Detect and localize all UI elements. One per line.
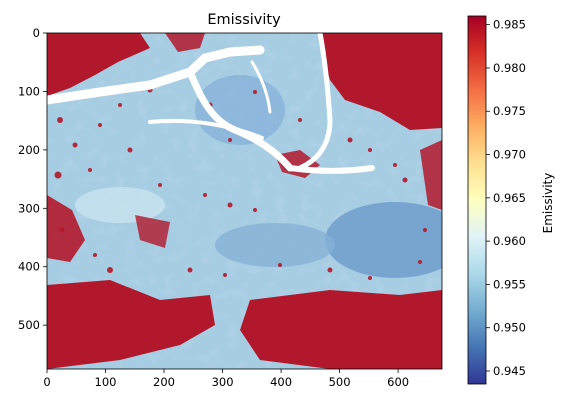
x-axis: 0 100 200 300 400 500 600 bbox=[43, 369, 409, 389]
colorbar-tick-label: 0.980 bbox=[493, 61, 526, 75]
x-tick-label: 0 bbox=[43, 375, 50, 389]
y-tick-label: 200 bbox=[18, 143, 40, 157]
colorbar-tick-label: 0.955 bbox=[493, 277, 526, 291]
colorbar-tick-label: 0.965 bbox=[493, 191, 526, 205]
x-tick-label: 600 bbox=[387, 375, 409, 389]
colorbar-ticks: 0.945 0.950 0.955 0.960 0.965 0.970 0.975 0.980… bbox=[486, 18, 526, 378]
colorbar-tick-label: 0.975 bbox=[493, 104, 526, 118]
x-tick-label: 100 bbox=[95, 375, 117, 389]
high-zone-right-edge bbox=[420, 140, 442, 210]
y-axis: 0 100 200 300 400 500 bbox=[18, 26, 47, 332]
high-zone-top-left bbox=[47, 33, 150, 96]
high-zone-top-right bbox=[322, 33, 442, 130]
x-tick-label: 400 bbox=[270, 375, 292, 389]
high-zone-mid-center bbox=[135, 215, 170, 248]
colorbar-tick-label: 0.945 bbox=[493, 364, 526, 378]
high-zone-mid-left bbox=[47, 195, 85, 262]
y-tick-label: 0 bbox=[33, 26, 40, 40]
chart-title: Emissivity bbox=[207, 12, 281, 28]
colorbar-tick-label: 0.970 bbox=[493, 148, 526, 162]
colorbar-tick-label: 0.950 bbox=[493, 321, 526, 335]
low-zone-2 bbox=[215, 223, 335, 267]
heatmap-image bbox=[47, 33, 442, 369]
y-tick-label: 500 bbox=[18, 318, 40, 332]
low-zone-4 bbox=[75, 187, 165, 223]
low-zone-3 bbox=[195, 75, 285, 145]
high-zone-bottom-right bbox=[240, 290, 442, 369]
y-tick-label: 400 bbox=[18, 260, 40, 274]
colorbar-tick-label: 0.985 bbox=[493, 18, 526, 32]
low-zone-1 bbox=[325, 202, 442, 278]
x-tick-label: 500 bbox=[329, 375, 351, 389]
high-zone-bottom-left bbox=[47, 280, 215, 369]
y-tick-label: 100 bbox=[18, 84, 40, 98]
x-tick-label: 300 bbox=[212, 375, 234, 389]
x-tick-label: 200 bbox=[153, 375, 175, 389]
river-nodata bbox=[47, 33, 375, 174]
y-tick-label: 300 bbox=[18, 201, 40, 215]
colorbar-tick-label: 0.960 bbox=[493, 234, 526, 248]
colorbar: 0.945 0.950 0.955 0.960 0.965 0.970 0.975 0.980… bbox=[467, 15, 555, 385]
plot-frame bbox=[46, 32, 443, 370]
colorbar-bar bbox=[467, 15, 487, 385]
colorbar-label: Emissivity bbox=[541, 173, 555, 234]
high-zone-top-mid bbox=[165, 33, 205, 52]
